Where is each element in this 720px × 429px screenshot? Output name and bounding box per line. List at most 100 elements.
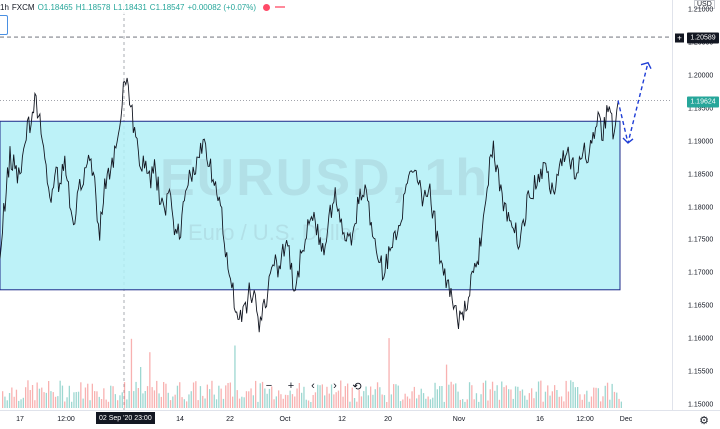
volume-bar (544, 391, 547, 408)
volume-bar (61, 385, 64, 408)
volume-bar (473, 399, 475, 408)
volume-bar (107, 401, 110, 408)
volume-bar (374, 389, 376, 408)
plus-icon[interactable]: + (287, 380, 295, 392)
chevron-left-icon[interactable]: ‹ (311, 380, 315, 392)
volume-bar (174, 394, 176, 408)
volume-bar (213, 394, 215, 408)
currency-label[interactable]: USD (694, 0, 715, 9)
legend-toggle-button[interactable] (0, 15, 8, 35)
volume-bar (142, 393, 144, 408)
volume-bar (347, 383, 349, 408)
volume-bar (144, 391, 146, 408)
projection-arrow-up-icon (640, 61, 652, 69)
volume-bar (199, 386, 202, 408)
volume-bar (468, 382, 471, 408)
volume-bar (466, 399, 468, 408)
volume-bar (609, 399, 611, 408)
volume-bar (521, 389, 524, 408)
volume-bar (310, 402, 312, 408)
volume-bar (547, 385, 549, 408)
volume-bar (399, 401, 402, 408)
volume-bar (123, 382, 126, 408)
projection-arrow-down-icon (622, 137, 634, 144)
volume-bar (429, 399, 432, 408)
volume-bar (344, 386, 346, 408)
volume-bar (80, 382, 82, 408)
volume-bar (462, 399, 464, 408)
volume-bar (229, 382, 231, 408)
volume-bar (342, 396, 344, 408)
volume-bar (15, 389, 18, 408)
volume-bar (252, 395, 254, 408)
volume-bar (172, 396, 174, 408)
last-price-tag: 1.19624 (687, 96, 719, 108)
time-tick-label: Nov (452, 416, 466, 423)
volume-bar (89, 400, 91, 408)
volume-bar (324, 395, 326, 408)
volume-bar (96, 391, 98, 408)
volume-bar (395, 384, 397, 408)
gear-icon[interactable]: ⚙ (699, 414, 709, 427)
volume-bar (84, 387, 87, 408)
close-value: C1.18547 (149, 2, 185, 12)
volume-bar (167, 392, 169, 408)
volume-bar (156, 380, 158, 408)
volume-bar (234, 345, 236, 408)
volume-bar (602, 396, 604, 408)
volume-bar (616, 392, 618, 408)
price-axis[interactable] (672, 0, 720, 410)
volume-bar (158, 393, 160, 408)
price-tick-label: 1.18500 (688, 171, 714, 179)
volume-bar (52, 392, 54, 408)
volume-bar (29, 390, 31, 408)
crosshair-price-tag: 1.20589 (687, 32, 719, 44)
change-value: +0.00082 (+0.07%) (187, 2, 257, 12)
volume-bar (478, 401, 480, 408)
volume-bar (590, 396, 593, 408)
volume-bar (600, 401, 602, 408)
volume-bar (284, 394, 287, 408)
volume-bar (273, 399, 275, 408)
volume-bar (432, 397, 434, 408)
volume-bar (266, 393, 268, 408)
volume-bar (121, 392, 123, 408)
volume-bar (367, 395, 369, 408)
add-alert-plus-icon[interactable]: + (675, 33, 684, 43)
volume-bar (209, 389, 211, 408)
low-value: L1.18431 (113, 2, 147, 12)
time-tick-label: 12:00 (57, 416, 75, 423)
volume-bar (287, 395, 289, 408)
volume-bar (140, 367, 142, 408)
reset-icon[interactable]: ⟲ (352, 380, 362, 393)
volume-bar (455, 383, 457, 408)
volume-bar (41, 387, 43, 408)
volume-bar (376, 382, 379, 408)
volume-bar (34, 400, 36, 408)
price-tick-label: 1.21000 (688, 6, 714, 14)
volume-bar (112, 386, 114, 408)
volume-bar (243, 397, 245, 408)
time-axis[interactable] (0, 410, 720, 429)
volume-bar (227, 383, 229, 408)
volume-bar (480, 394, 482, 408)
volume-bar (583, 394, 586, 408)
volume-bar (422, 393, 425, 408)
volume-bar (13, 396, 15, 408)
volume-bar (335, 392, 337, 408)
volume-bar (206, 384, 208, 408)
volume-bar (611, 383, 613, 408)
volume-bar (551, 391, 553, 408)
volume-bar (57, 396, 59, 408)
volume-bar (397, 385, 399, 408)
minus-icon[interactable]: − (265, 380, 273, 392)
status-dot-icon[interactable] (263, 3, 270, 11)
chevron-right-icon[interactable]: › (333, 380, 337, 392)
volume-bar (370, 386, 372, 408)
volume-bar (20, 399, 22, 408)
volume-bar (64, 401, 66, 408)
volume-bar (6, 400, 8, 408)
volume-bar (508, 389, 510, 408)
volume-bar (328, 393, 330, 408)
